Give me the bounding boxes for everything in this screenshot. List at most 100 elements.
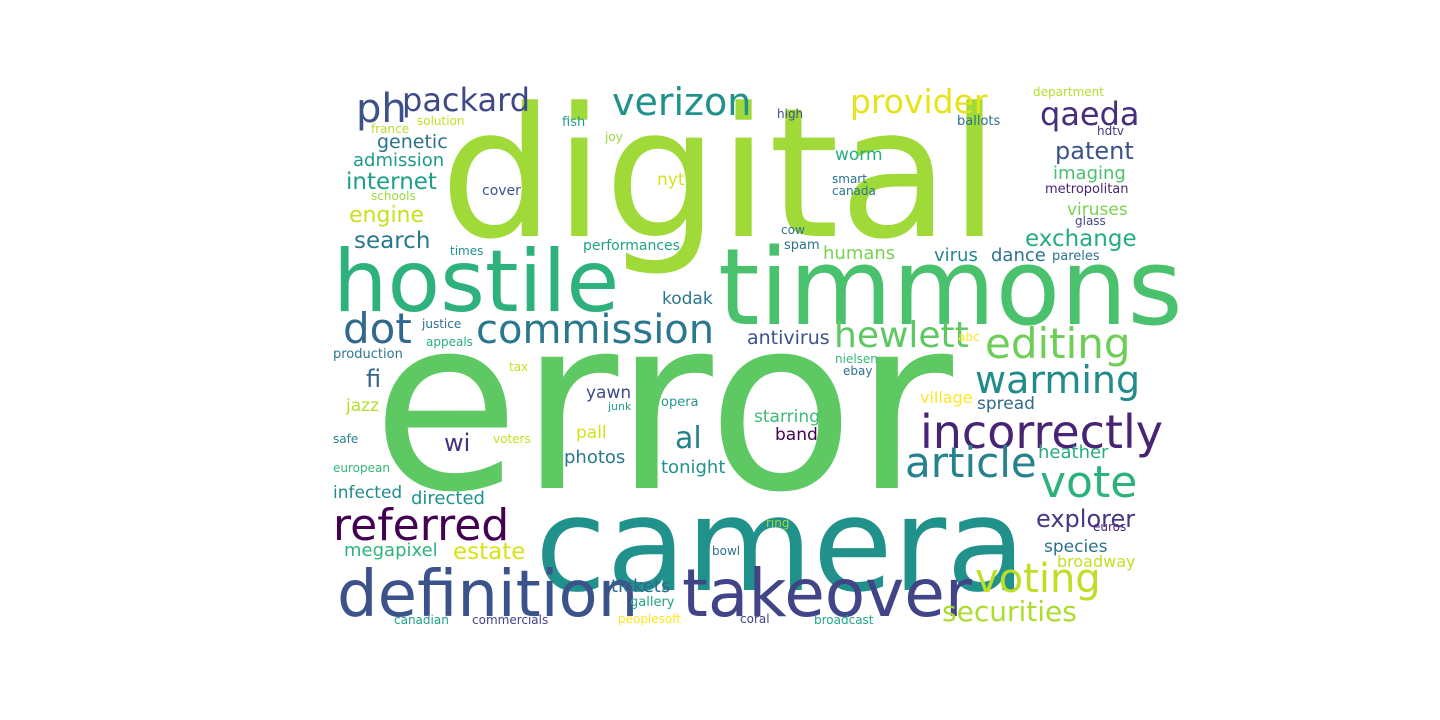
word-department: department (1033, 85, 1104, 99)
word-dance: dance (991, 245, 1046, 266)
word-exchange: exchange (1025, 226, 1137, 252)
word-village: village (920, 388, 973, 407)
word-starring: starring (754, 407, 820, 427)
word-ring: ring (766, 516, 790, 530)
word-france: france (371, 122, 409, 136)
word-coral: coral (740, 612, 770, 626)
word-hostile: hostile (333, 232, 619, 332)
word-hdtv: hdtv (1097, 124, 1124, 138)
word-warming: warming (975, 358, 1140, 402)
word-timmons: timmons (718, 226, 1183, 349)
word-directed: directed (411, 488, 485, 509)
word-performances: performances (583, 238, 680, 254)
word-nielsen: nielsen (835, 352, 878, 366)
word-imaging: imaging (1053, 163, 1126, 184)
word-smart: smart (832, 172, 867, 186)
word-antivirus: antivirus (747, 327, 830, 349)
word-vote: vote (1040, 457, 1137, 508)
word-humans: humans (823, 243, 895, 264)
word-viruses: viruses (1067, 200, 1128, 220)
word-peoplesoft: peoplesoft (618, 612, 681, 626)
word-article: article (905, 438, 1037, 487)
word-joy: joy (604, 130, 623, 144)
word-broadcast: broadcast (814, 613, 874, 627)
word-al: al (675, 421, 702, 456)
word-european: european (333, 461, 390, 475)
word-abc: abc (958, 330, 980, 344)
word-cover: cover (482, 183, 521, 199)
word-search: search (354, 228, 430, 254)
word-glass: glass (1075, 214, 1106, 228)
word-metropolitan: metropolitan (1045, 182, 1129, 197)
word-opera: opera (661, 395, 699, 410)
word-qaeda: qaeda (1040, 95, 1140, 133)
word-euros: euros (1093, 520, 1126, 534)
word-safe: safe (333, 432, 358, 446)
word-production: production (333, 347, 403, 362)
word-canadian: canadian (394, 613, 449, 627)
word-kodak: kodak (662, 289, 713, 309)
word-worm: worm (835, 145, 883, 165)
word-spread: spread (977, 394, 1035, 414)
word-species: species (1044, 537, 1108, 557)
word-admission: admission (353, 150, 444, 171)
word-spam: spam (784, 238, 820, 253)
word-ballots: ballots (957, 114, 1000, 129)
word-photos: photos (564, 447, 625, 468)
word-justice: justice (421, 317, 461, 331)
word-pall: pall (576, 423, 607, 443)
word-high: high (777, 107, 803, 121)
word-engine: engine (349, 203, 424, 228)
word-yawn: yawn (586, 383, 631, 403)
word-cow: cow (781, 223, 805, 237)
word-voters: voters (493, 432, 531, 446)
word-tickets: tickets (611, 576, 670, 597)
word-tax: tax (509, 360, 528, 374)
word-takeover: takeover (682, 555, 973, 632)
word-hewlett: hewlett (834, 315, 969, 356)
word-jazz: jazz (345, 396, 379, 416)
word-ebay: ebay (843, 364, 872, 378)
word-solution: solution (417, 114, 465, 128)
word-band: band (775, 425, 818, 445)
word-times: times (450, 244, 483, 258)
word-referred: referred (333, 500, 509, 551)
word-camera: camera (535, 469, 1026, 621)
word-commercials: commercials (472, 613, 548, 627)
word-internet: internet (346, 169, 437, 195)
word-ph: ph (356, 86, 407, 132)
word-fi: fi (366, 365, 381, 393)
word-verizon: verizon (612, 80, 751, 124)
word-virus: virus (934, 245, 978, 266)
word-editing: editing (985, 319, 1131, 368)
word-estate: estate (453, 539, 525, 565)
word-megapixel: megapixel (344, 540, 438, 561)
word-canada: canada (832, 184, 876, 198)
word-nyt: nyt (657, 170, 685, 190)
word-provider: provider (850, 82, 988, 121)
word-schools: schools (371, 189, 416, 203)
word-incorrectly: incorrectly (920, 405, 1163, 459)
word-dot: dot (343, 304, 412, 353)
word-gallery: gallery (630, 595, 675, 610)
word-broadway: broadway (1057, 552, 1136, 571)
word-securities: securities (942, 595, 1077, 628)
word-packard: packard (402, 81, 530, 119)
word-error: error (372, 265, 953, 545)
word-bowl: bowl (712, 544, 740, 558)
word-appeals: appeals (426, 335, 473, 349)
word-junk: junk (607, 400, 632, 413)
word-patent: patent (1055, 137, 1134, 165)
word-genetic: genetic (377, 131, 448, 153)
word-tonight: tonight (661, 457, 725, 478)
word-explorer: explorer (1036, 505, 1135, 533)
word-fish: fish (562, 115, 585, 130)
word-pareles: pareles (1052, 249, 1100, 264)
word-commission: commission (476, 307, 714, 353)
word-infected: infected (333, 483, 402, 503)
word-voting: voting (975, 556, 1101, 602)
word-digital: digital (440, 70, 999, 279)
word-wi: wi (444, 429, 470, 457)
word-heather: heather (1038, 442, 1109, 463)
